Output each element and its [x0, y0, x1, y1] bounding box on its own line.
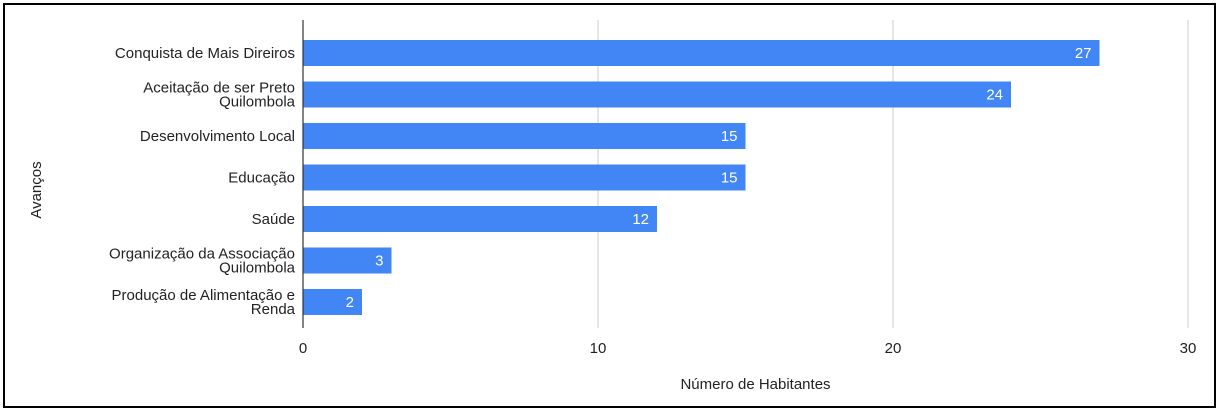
- category-label-line: Saúde: [252, 211, 295, 228]
- category-label: Conquista de Mais Direiros: [115, 45, 295, 62]
- bar-value-label: 2: [346, 294, 354, 311]
- x-tick-labels: 0 10 20 30: [299, 340, 1197, 357]
- category-label-line: Desenvolvimento Local: [140, 128, 295, 145]
- bar: [303, 81, 1011, 108]
- category-label-line: Renda: [251, 301, 296, 318]
- category-labels: Conquista de Mais Direiros Aceitação de s…: [109, 45, 296, 318]
- bar: [303, 164, 746, 191]
- bar: [303, 206, 657, 232]
- category-label-line: Conquista de Mais Direiros: [115, 45, 295, 62]
- chart-frame: 27 24 15 15 12 3 2 Conquista de Mais Direiros A…: [3, 3, 1216, 408]
- category-label-line: Educação: [228, 170, 295, 187]
- bar-value-label: 12: [632, 211, 649, 228]
- category-label-line: Quilombola: [219, 260, 296, 277]
- category-label: Aceitação de ser Preto Quilombola: [143, 80, 295, 111]
- bar-value-label: 15: [721, 128, 738, 145]
- bar: [303, 40, 1100, 66]
- x-tick-label: 20: [885, 340, 902, 357]
- x-axis-title: Número de Habitantes: [680, 376, 830, 393]
- category-label-line: Quilombola: [219, 94, 296, 111]
- bar: [303, 247, 392, 274]
- x-tick-label: 30: [1180, 340, 1197, 357]
- y-axis-title: Avanços: [28, 161, 45, 218]
- category-label: Produção de Alimentação e Renda: [112, 287, 296, 318]
- bar: [303, 123, 746, 149]
- bar-value-label: 3: [375, 253, 383, 270]
- category-label-line: Organização da Associação: [109, 246, 295, 263]
- category-label: Saúde: [252, 211, 295, 228]
- x-tick-label: 0: [299, 340, 307, 357]
- bar-value-label: 24: [986, 87, 1003, 104]
- category-label: Educação: [228, 170, 295, 187]
- bar-value-label: 15: [721, 170, 738, 187]
- category-label: Desenvolvimento Local: [140, 128, 295, 145]
- bar-value-label: 27: [1075, 45, 1092, 62]
- category-label-line: Produção de Alimentação e: [112, 287, 295, 304]
- category-label-line: Aceitação de ser Preto: [143, 80, 295, 97]
- bar: [303, 289, 362, 315]
- category-label: Organização da Associação Quilombola: [109, 246, 296, 277]
- x-tick-label: 10: [590, 340, 607, 357]
- bars: 27 24 15 15 12 3 2: [303, 40, 1100, 315]
- bar-chart: 27 24 15 15 12 3 2 Conquista de Mais Direiros A…: [28, 20, 1197, 393]
